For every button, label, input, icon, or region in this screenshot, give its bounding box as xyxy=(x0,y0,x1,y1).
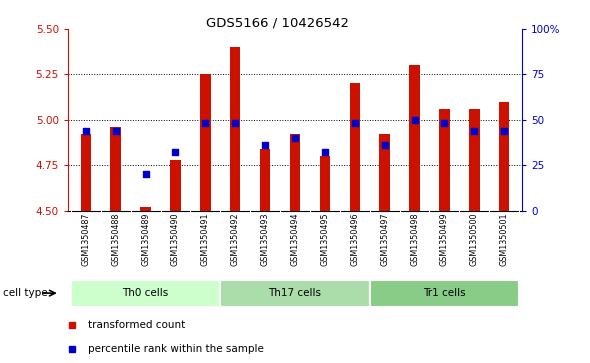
Text: GSM1350489: GSM1350489 xyxy=(141,213,150,266)
Text: transformed count: transformed count xyxy=(88,321,185,330)
Text: GSM1350491: GSM1350491 xyxy=(201,213,210,266)
Point xyxy=(260,142,270,148)
Point xyxy=(290,135,300,141)
Bar xyxy=(200,74,211,211)
Text: percentile rank within the sample: percentile rank within the sample xyxy=(88,344,264,354)
Bar xyxy=(230,47,241,211)
Text: Th0 cells: Th0 cells xyxy=(123,288,169,298)
Text: Th17 cells: Th17 cells xyxy=(268,288,322,298)
Text: GSM1350500: GSM1350500 xyxy=(470,213,479,266)
Bar xyxy=(379,134,390,211)
Text: GSM1350497: GSM1350497 xyxy=(380,213,389,266)
Text: GSM1350490: GSM1350490 xyxy=(171,213,180,266)
Text: GSM1350501: GSM1350501 xyxy=(500,213,509,266)
Point xyxy=(320,150,330,155)
Text: cell type: cell type xyxy=(4,288,48,298)
Point xyxy=(171,150,180,155)
Point xyxy=(350,121,359,126)
Bar xyxy=(140,207,151,211)
Bar xyxy=(290,134,300,211)
Point xyxy=(111,128,120,134)
Point xyxy=(231,121,240,126)
Text: GSM1350495: GSM1350495 xyxy=(320,213,329,266)
Text: GSM1350488: GSM1350488 xyxy=(111,213,120,266)
Bar xyxy=(370,280,519,307)
Bar xyxy=(220,280,370,307)
Point xyxy=(81,128,90,134)
Text: GDS5166 / 10426542: GDS5166 / 10426542 xyxy=(206,16,349,29)
Point xyxy=(380,142,389,148)
Text: GSM1350494: GSM1350494 xyxy=(290,213,300,266)
Bar xyxy=(260,149,270,211)
Bar xyxy=(349,83,360,211)
Bar xyxy=(439,109,450,211)
Bar xyxy=(409,65,419,211)
Text: GSM1350496: GSM1350496 xyxy=(350,213,359,266)
Point xyxy=(500,128,509,134)
Text: Tr1 cells: Tr1 cells xyxy=(423,288,466,298)
Point xyxy=(141,171,150,177)
Bar xyxy=(71,280,220,307)
Bar xyxy=(320,156,330,211)
Text: GSM1350493: GSM1350493 xyxy=(261,213,270,266)
Bar xyxy=(171,160,181,211)
Point xyxy=(410,117,419,123)
Bar xyxy=(81,134,91,211)
Point xyxy=(440,121,449,126)
Point xyxy=(201,121,210,126)
Bar xyxy=(469,109,480,211)
Point xyxy=(470,128,479,134)
Text: GSM1350499: GSM1350499 xyxy=(440,213,449,266)
Text: GSM1350498: GSM1350498 xyxy=(410,213,419,266)
Bar xyxy=(110,127,121,211)
Text: GSM1350487: GSM1350487 xyxy=(81,213,90,266)
Text: GSM1350492: GSM1350492 xyxy=(231,213,240,266)
Bar xyxy=(499,102,509,211)
